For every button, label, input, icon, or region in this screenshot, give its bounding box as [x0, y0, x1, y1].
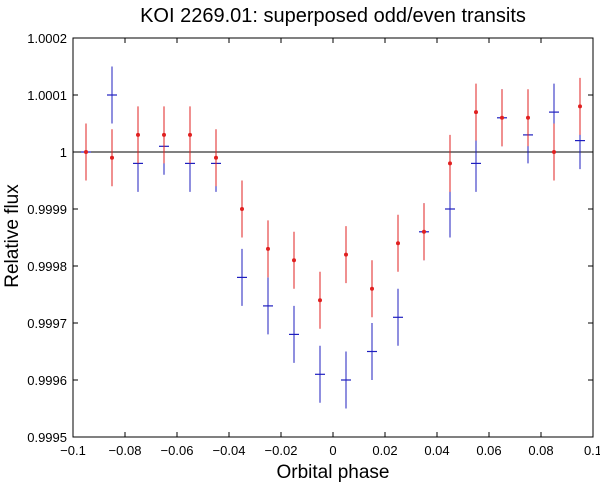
- y-tick-label: 0.9996: [27, 373, 67, 388]
- data-point: [84, 150, 88, 154]
- data-point: [552, 150, 556, 154]
- y-tick-label: 0.9999: [27, 202, 67, 217]
- x-tick-label: 0: [329, 443, 336, 458]
- data-point: [110, 155, 114, 160]
- x-tick-label: −0.1: [60, 443, 86, 458]
- x-tick-label: −0.04: [213, 443, 246, 458]
- x-tick-label: −0.06: [161, 443, 194, 458]
- data-point: [422, 229, 426, 234]
- plot-frame: [72, 37, 594, 438]
- data-point: [318, 298, 322, 303]
- series-odd-transits: [84, 77, 582, 329]
- x-tick-label: 0.02: [372, 443, 397, 458]
- data-point: [214, 155, 218, 160]
- data-point: [526, 115, 530, 120]
- x-tick-label: 0.1: [584, 443, 600, 458]
- y-tick-label: 0.9997: [27, 316, 67, 331]
- data-point: [370, 286, 374, 291]
- y-axis-title: Relative flux: [2, 184, 23, 288]
- y-tick-label: 1.0001: [27, 88, 67, 103]
- data-point: [162, 132, 166, 137]
- x-tick-label: −0.02: [265, 443, 298, 458]
- x-axis-title: Orbital phase: [276, 462, 389, 483]
- x-tick-label: 0.08: [528, 443, 553, 458]
- y-tick-label: 1.0002: [27, 31, 67, 46]
- ticks-layer: −0.1 −0.08 −0.06 −0.04 −0.02 0 0.02 0.04 0.06 0.0…: [27, 31, 600, 458]
- data-point: [474, 110, 478, 115]
- series-even-transits: [81, 66, 585, 409]
- x-tick-label: 0.04: [424, 443, 449, 458]
- data-point: [292, 258, 296, 263]
- data-point: [136, 132, 140, 137]
- data-point: [396, 241, 400, 246]
- y-tick-label: 1: [60, 145, 67, 160]
- y-tick-label: 0.9995: [27, 430, 67, 445]
- data-point: [266, 246, 270, 251]
- data-point: [500, 115, 504, 120]
- series-layer: [81, 66, 585, 409]
- y-tick-label: 0.9998: [27, 259, 67, 274]
- x-tick-label: 0.06: [476, 443, 501, 458]
- data-point: [188, 132, 192, 137]
- data-point: [448, 161, 452, 166]
- x-tick-label: −0.08: [109, 443, 142, 458]
- data-point: [240, 207, 244, 211]
- chart-title: KOI 2269.01: superposed odd/even transit…: [140, 5, 526, 27]
- data-point: [578, 104, 582, 109]
- plot-area: [72, 37, 594, 438]
- data-point: [344, 252, 348, 257]
